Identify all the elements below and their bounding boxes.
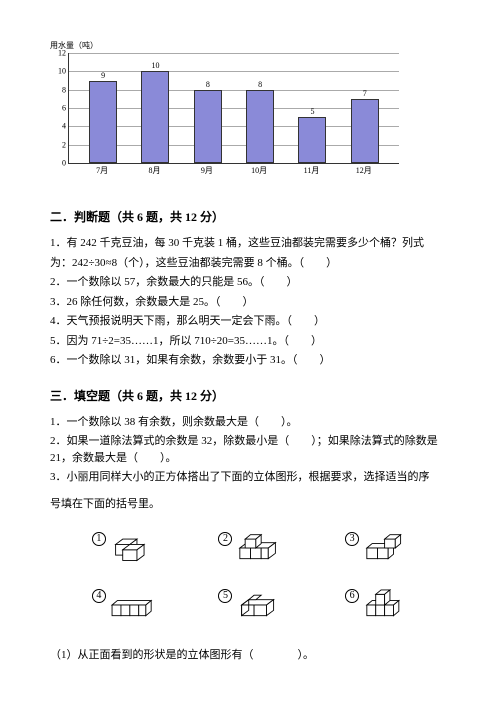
- cube-number: 1: [92, 532, 106, 546]
- bar-value: 8: [258, 80, 262, 89]
- cube-number: 2: [218, 532, 232, 546]
- cube-number: 6: [345, 589, 359, 603]
- x-tick: 9月: [191, 165, 223, 176]
- bar: [246, 90, 274, 163]
- cube-icon: [363, 589, 408, 621]
- q-text: 2．如果一道除法算式的余数是 32，除数最小是（ ）；如果除法算式的除数是 21…: [50, 433, 450, 466]
- section3-list: 1．一个数除以 38 有余数，则余数最大是（ ）。 2．如果一道除法算式的余数是…: [50, 414, 450, 513]
- bar-value: 7: [363, 89, 367, 98]
- q-text: 为：242÷30≈8（个），这些豆油都装完需要 8 个桶。（ ）: [50, 255, 450, 272]
- bar-value: 9: [101, 71, 105, 80]
- bar-chart: 12 10 8 6 4 2 0 9 10 8 8 5 7 7月: [50, 53, 410, 183]
- chart-title: 用水量（吨）: [50, 40, 410, 51]
- cube-item: 6: [345, 589, 408, 621]
- y-tick: 10: [58, 67, 66, 76]
- cube-figures: 1 2 3 4 5 6 （1）从正面看到的形状是的立体图形有（ ）。: [50, 532, 450, 662]
- x-tick: 11月: [295, 165, 327, 176]
- cube-item: 4: [92, 589, 155, 621]
- x-axis: 7月 8月 9月 10月 11月 12月: [68, 165, 398, 176]
- bar: [351, 99, 379, 163]
- bar-group: 8: [244, 80, 276, 163]
- cube-item: 5: [218, 589, 281, 621]
- cube-icon: [110, 532, 155, 564]
- y-tick: 6: [62, 104, 66, 113]
- bar-group: 5: [296, 107, 328, 163]
- section2-heading: 二．判断题（共 6 题，共 12 分）: [50, 208, 450, 225]
- q-text: 6．一个数除以 31，如果有余数，余数要小于 31。（ ）: [50, 352, 450, 369]
- q-text: 1．有 242 千克豆油，每 30 千克装 1 桶，这些豆油都装完需要多少个桶？…: [50, 235, 450, 252]
- bar: [89, 81, 117, 164]
- q-text: 1．一个数除以 38 有余数，则余数最大是（ ）。: [50, 414, 450, 431]
- bar-group: 9: [87, 71, 119, 164]
- bar: [194, 90, 222, 163]
- bar: [141, 71, 169, 163]
- sub-question: （1）从正面看到的形状是的立体图形有（ ）。: [50, 646, 450, 662]
- plot-area: 9 10 8 8 5 7: [68, 53, 399, 164]
- x-tick: 7月: [86, 165, 118, 176]
- cube-number: 3: [345, 532, 359, 546]
- cube-icon: [236, 589, 281, 621]
- bar-group: 7: [349, 89, 381, 163]
- chart-container: 用水量（吨） 12 10 8 6 4 2 0 9 10 8 8 5 7: [50, 40, 410, 183]
- y-tick: 4: [62, 122, 66, 131]
- cube-item: 1: [92, 532, 155, 564]
- x-tick: 10月: [243, 165, 275, 176]
- y-tick: 0: [62, 159, 66, 168]
- section2-list: 1．有 242 千克豆油，每 30 千克装 1 桶，这些豆油都装完需要多少个桶？…: [50, 235, 450, 369]
- x-tick: 8月: [138, 165, 170, 176]
- bar-value: 5: [310, 107, 314, 116]
- x-tick: 12月: [348, 165, 380, 176]
- cube-item: 2: [218, 532, 281, 564]
- cube-icon: [236, 532, 281, 564]
- cube-number: 5: [218, 589, 232, 603]
- bar-value: 8: [206, 80, 210, 89]
- q-text: 4．天气预报说明天下雨，那么明天一定会下雨。（ ）: [50, 313, 450, 330]
- cube-row: 1 2 3: [50, 532, 450, 564]
- bar: [298, 117, 326, 163]
- cube-item: 3: [345, 532, 408, 564]
- bars: 9 10 8 8 5 7: [69, 53, 399, 163]
- q-text: 号填在下面的括号里。: [50, 496, 450, 513]
- cube-icon: [110, 589, 155, 621]
- q-text: 5．因为 71÷2=35……1，所以 710÷20=35……1。（ ）: [50, 333, 450, 350]
- bar-group: 10: [139, 61, 171, 163]
- y-tick: 8: [62, 85, 66, 94]
- bar-group: 8: [192, 80, 224, 163]
- y-tick: 2: [62, 140, 66, 149]
- q-text: 3．小丽用同样大小的正方体搭出了下面的立体图形，根据要求，选择适当的序: [50, 469, 450, 486]
- q-text: 3．26 除任何数，余数最大是 25。（ ）: [50, 294, 450, 311]
- cube-number: 4: [92, 589, 106, 603]
- bar-value: 10: [151, 61, 159, 70]
- y-tick: 12: [58, 49, 66, 58]
- y-axis: 12 10 8 6 4 2 0: [50, 53, 68, 163]
- cube-icon: [363, 532, 408, 564]
- cube-row: 4 5 6: [50, 589, 450, 621]
- section3-heading: 三．填空题（共 6 题，共 12 分）: [50, 387, 450, 404]
- q-text: 2．一个数除以 57，余数最大的只能是 56。（ ）: [50, 274, 450, 291]
